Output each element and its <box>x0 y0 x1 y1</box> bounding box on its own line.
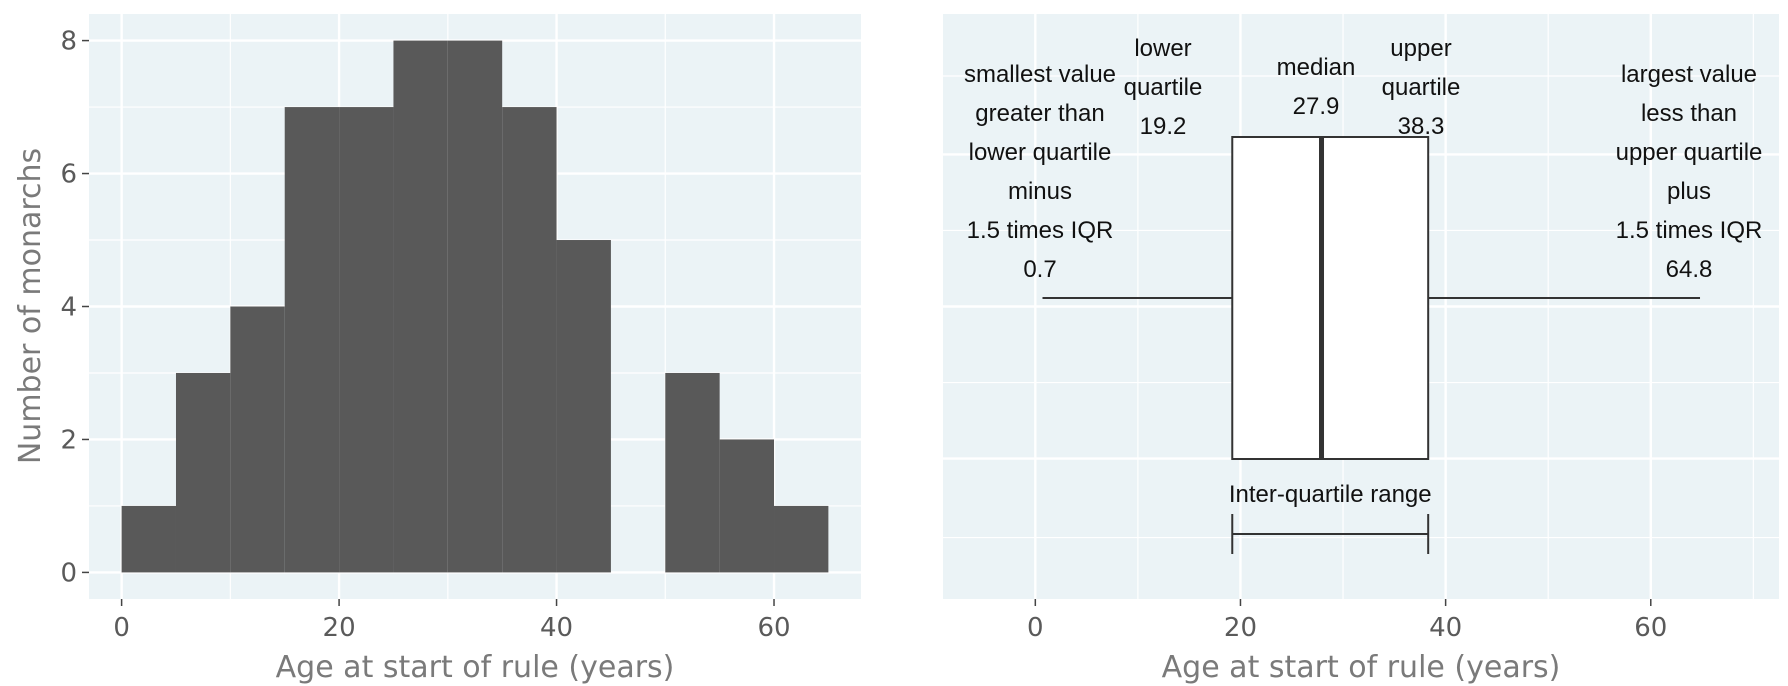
annotation-iqr-label: Inter-quartile range <box>1229 481 1432 508</box>
histogram-bar <box>665 372 720 573</box>
histogram-y-axis-title: Number of monarchs <box>13 148 48 464</box>
annotation-upper-quartile: upper quartile 38.3 <box>1382 35 1461 140</box>
annotation-lower-quartile: lower quartile 19.2 <box>1124 35 1203 140</box>
histogram-bar <box>230 306 285 573</box>
histogram-bar <box>556 240 611 573</box>
histogram-y-tick-label: 8 <box>60 27 77 57</box>
histogram-bar <box>121 505 176 573</box>
histogram-bar <box>393 40 448 573</box>
histogram-y-tick-label: 0 <box>60 558 77 588</box>
histogram-y-tick-label: 6 <box>60 160 77 190</box>
histogram-bar <box>502 107 557 573</box>
annotation-upper-whisker: largest value less than upper quartile plus… <box>1616 61 1763 283</box>
boxplot-x-tick-label: 20 <box>1224 613 1257 643</box>
annotation-median: median 27.9 <box>1277 54 1356 120</box>
histogram-bar <box>719 439 775 573</box>
histogram-x-tick-label: 0 <box>113 613 130 643</box>
histogram-chart: 0 20 40 60 0 2 4 6 8 Age at start of rule (year… <box>13 14 861 685</box>
histogram-x-axis-title: Age at start of rule (years) <box>276 650 675 685</box>
boxplot-annotations: smallest value greater than lower quartile… <box>964 35 1762 508</box>
histogram-bar <box>339 107 394 573</box>
histogram-bar <box>284 107 340 573</box>
boxplot-x-tick-label: 60 <box>1634 613 1667 643</box>
boxplot-x-ticks: 0 20 40 60 <box>1027 599 1667 643</box>
histogram-x-tick-label: 60 <box>757 613 790 643</box>
histogram-bar <box>447 40 503 573</box>
boxplot-x-tick-label: 0 <box>1027 613 1044 643</box>
histogram-y-tick-label: 4 <box>60 293 77 323</box>
annotation-lower-whisker: smallest value greater than lower quartile… <box>964 61 1116 283</box>
boxplot-x-axis-title: Age at start of rule (years) <box>1162 650 1561 685</box>
histogram-y-ticks: 0 2 4 6 8 <box>60 27 89 588</box>
boxplot-box <box>1231 136 1430 460</box>
boxplot-x-tick-label: 40 <box>1429 613 1462 643</box>
histogram-bar <box>175 372 231 573</box>
boxplot-marks <box>1042 136 1701 554</box>
histogram-bars <box>121 40 829 573</box>
histogram-x-tick-label: 40 <box>540 613 573 643</box>
histogram-y-tick-label: 2 <box>60 425 77 455</box>
histogram-bar <box>774 505 829 573</box>
boxplot-chart: 0 20 40 60 smallest value greater than lower … <box>943 14 1779 685</box>
histogram-x-tick-label: 20 <box>323 613 356 643</box>
histogram-x-ticks: 0 20 40 60 <box>113 599 791 643</box>
